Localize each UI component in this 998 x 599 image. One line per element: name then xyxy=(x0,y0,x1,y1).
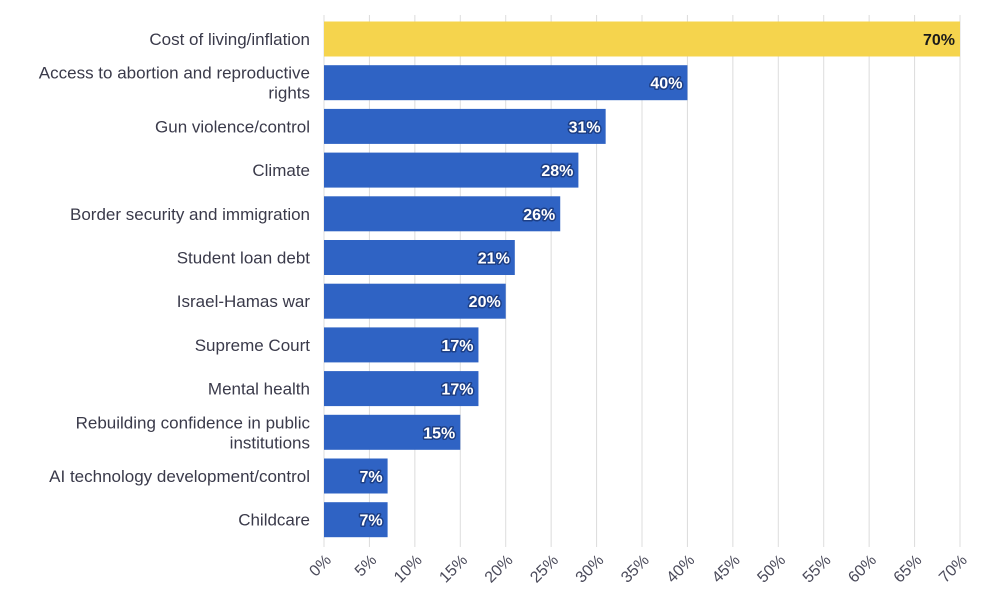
value-label: 17% xyxy=(441,382,473,399)
category-label-line: Cost of living/inflation xyxy=(149,30,310,49)
value-label: 70% xyxy=(923,32,955,49)
category-label: Student loan debt xyxy=(177,249,311,268)
category-label: Access to abortion and reproductive right… xyxy=(39,64,310,103)
x-tick-label: 15% xyxy=(436,552,471,587)
bar-5 xyxy=(324,196,561,232)
category-label-line: Access to abortion and reproductive xyxy=(39,64,310,83)
x-tick-label: 50% xyxy=(754,552,789,587)
x-tick-label: 60% xyxy=(845,552,880,587)
value-label: 31% xyxy=(569,119,601,136)
value-label: 28% xyxy=(541,163,573,180)
x-tick-label: 30% xyxy=(573,552,608,587)
category-label-line: AI technology development/control xyxy=(49,467,310,486)
x-tick-label: 5% xyxy=(352,552,380,580)
category-label-line: Israel-Hamas war xyxy=(177,292,311,311)
category-label: Cost of living/inflation xyxy=(149,30,310,49)
category-label-line: Student loan debt xyxy=(177,249,311,268)
bar-4 xyxy=(324,152,579,188)
bar-1 xyxy=(324,21,960,57)
bar-11 xyxy=(324,458,388,494)
category-label-line: Border security and immigration xyxy=(70,205,310,224)
x-tick-label: 45% xyxy=(709,552,744,587)
category-label-line: institutions xyxy=(230,433,310,452)
bar-2 xyxy=(324,65,688,101)
category-label-line: rights xyxy=(268,84,310,103)
category-label: Climate xyxy=(252,161,310,180)
category-label-line: Gun violence/control xyxy=(155,117,310,136)
category-label-line: Supreme Court xyxy=(195,336,311,355)
category-labels: Cost of living/inflation Access to aborti… xyxy=(39,30,311,530)
category-label: Israel-Hamas war xyxy=(177,292,311,311)
bar-9 xyxy=(324,371,479,407)
category-label: AI technology development/control xyxy=(49,467,310,486)
x-axis-ticks: 0% 5% 10% 15% 20% 25% 30% 35% 40% 45% 50% 55% 60% 65%… xyxy=(306,552,970,587)
gridlines xyxy=(323,15,961,547)
category-label-line: Mental health xyxy=(208,380,310,399)
category-label: Border security and immigration xyxy=(70,205,310,224)
x-tick-label: 0% xyxy=(306,552,334,580)
x-tick-label: 55% xyxy=(800,552,835,587)
x-tick-label: 35% xyxy=(618,552,653,587)
category-label-line: Childcare xyxy=(238,511,310,530)
x-tick-label: 10% xyxy=(391,552,426,587)
bar-7 xyxy=(324,283,506,319)
value-label: 26% xyxy=(523,207,555,224)
category-label-line: Rebuilding confidence in public xyxy=(76,413,311,432)
category-label: Mental health xyxy=(208,380,310,399)
category-label: Gun violence/control xyxy=(155,117,310,136)
value-label: 7% xyxy=(359,513,382,530)
value-label: 17% xyxy=(441,338,473,355)
x-tick-label: 70% xyxy=(936,552,971,587)
bar-10 xyxy=(324,414,461,450)
value-label: 21% xyxy=(478,251,510,268)
bar-12 xyxy=(324,502,388,538)
bars: 70% 40% 31% 28% 26% 21% 20% 17% 17% 15% 7% 7% xyxy=(324,21,960,538)
value-label: 15% xyxy=(423,425,455,442)
bar-8 xyxy=(324,327,479,363)
value-label: 20% xyxy=(469,294,501,311)
value-label: 7% xyxy=(359,469,382,486)
x-tick-label: 40% xyxy=(664,552,699,587)
category-label: Rebuilding confidence in public instituti… xyxy=(76,413,311,452)
category-label: Supreme Court xyxy=(195,336,311,355)
value-label: 40% xyxy=(650,76,682,93)
x-tick-label: 20% xyxy=(482,552,517,587)
x-tick-label: 25% xyxy=(527,552,562,587)
category-label-line: Climate xyxy=(252,161,310,180)
bar-6 xyxy=(324,240,515,275)
category-label: Childcare xyxy=(238,511,310,530)
x-tick-label: 65% xyxy=(891,552,926,587)
bar-3 xyxy=(324,108,606,144)
